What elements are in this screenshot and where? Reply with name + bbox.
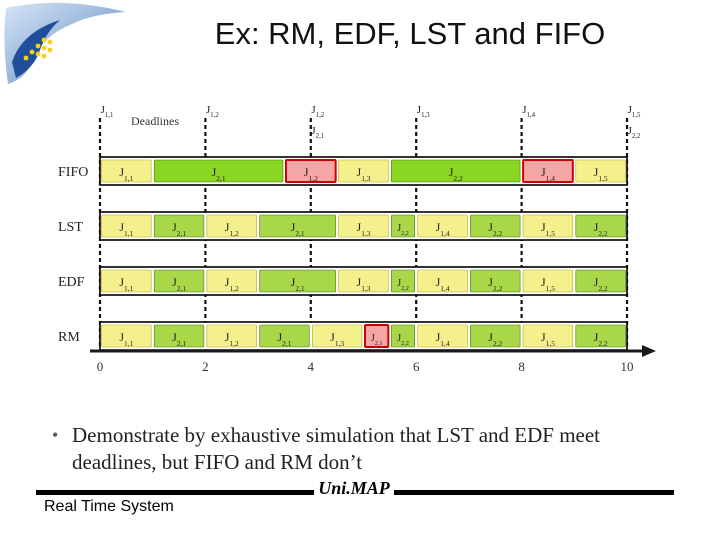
job-block <box>101 214 152 238</box>
job-block <box>284 159 337 183</box>
job-block <box>206 214 257 238</box>
x-tick-label: 8 <box>518 359 525 374</box>
job-label: J2,1 <box>371 333 383 347</box>
note-bullet: • <box>52 425 59 445</box>
time-axis-arrow-icon <box>642 345 656 357</box>
x-tick-label: 2 <box>202 359 209 374</box>
job-block <box>522 269 574 293</box>
job-block <box>391 214 416 238</box>
job-block <box>470 214 521 238</box>
job-block <box>391 324 416 348</box>
job-block <box>338 159 389 183</box>
x-tick-label: 10 <box>621 359 634 374</box>
deadline-label-secondary: J2,2 <box>628 125 641 140</box>
job-block <box>311 324 363 348</box>
job-block <box>575 159 626 183</box>
job-block <box>522 159 574 183</box>
job-block <box>417 269 468 293</box>
job-block <box>338 214 389 238</box>
deadline-label: J1,4 <box>522 104 535 119</box>
job-block <box>259 269 336 293</box>
job-block <box>417 214 468 238</box>
x-tick-label: 4 <box>308 359 315 374</box>
footer-course-title: Real Time System <box>44 498 174 515</box>
job-block <box>522 324 574 348</box>
job-block <box>575 269 626 293</box>
deadlines-label: Deadlines <box>131 114 179 128</box>
row-label-rm: RM <box>58 330 80 345</box>
x-tick-label: 6 <box>413 359 420 374</box>
row-label-lst: LST <box>58 220 83 235</box>
row-label-fifo: FIFO <box>58 165 88 180</box>
deadline-label: J1,5 <box>628 104 641 119</box>
deadline-label-secondary: J2,1 <box>311 125 324 140</box>
job-block <box>338 269 389 293</box>
footer-brand: Uni.MAP <box>318 478 390 498</box>
job-block <box>259 214 336 238</box>
footer-divider-right <box>394 490 674 495</box>
university-logo-icon <box>4 2 126 85</box>
job-block <box>153 214 205 238</box>
job-label: J2,2 <box>397 223 409 237</box>
job-block <box>391 159 521 183</box>
job-block <box>575 214 626 238</box>
job-block <box>470 324 521 348</box>
job-block <box>417 324 468 348</box>
job-block <box>470 269 521 293</box>
job-block <box>153 324 205 348</box>
job-block <box>575 324 626 348</box>
job-block <box>206 324 257 348</box>
job-label: J2,2 <box>397 333 409 347</box>
job-block <box>101 269 152 293</box>
job-block <box>259 324 310 348</box>
deadline-label: J1,2 <box>311 104 324 119</box>
deadline-label: J1,1 <box>101 104 114 119</box>
row-label-edf: EDF <box>58 275 85 290</box>
job-block <box>101 324 152 348</box>
job-label: J2,2 <box>397 278 409 292</box>
job-block <box>391 269 416 293</box>
job-block <box>153 159 284 183</box>
x-tick-label: 0 <box>97 359 104 374</box>
job-block <box>101 159 152 183</box>
footer-divider-left <box>36 490 314 495</box>
deadline-label: J1,2 <box>206 104 219 119</box>
job-block <box>364 324 390 348</box>
exercise-note: Demonstrate by exhaustive simulation tha… <box>72 423 601 474</box>
job-block <box>153 269 205 293</box>
job-block <box>522 214 574 238</box>
scheduling-gantt-chart: Deadlines J1,1 J1,2 J1,2 J2,1 J1,3 J1,4 J1,5 J2,… <box>58 104 656 374</box>
slide-title: Ex: RM, EDF, LST and FIFO <box>214 16 606 51</box>
job-block <box>206 269 257 293</box>
deadline-label: J1,3 <box>417 104 430 119</box>
